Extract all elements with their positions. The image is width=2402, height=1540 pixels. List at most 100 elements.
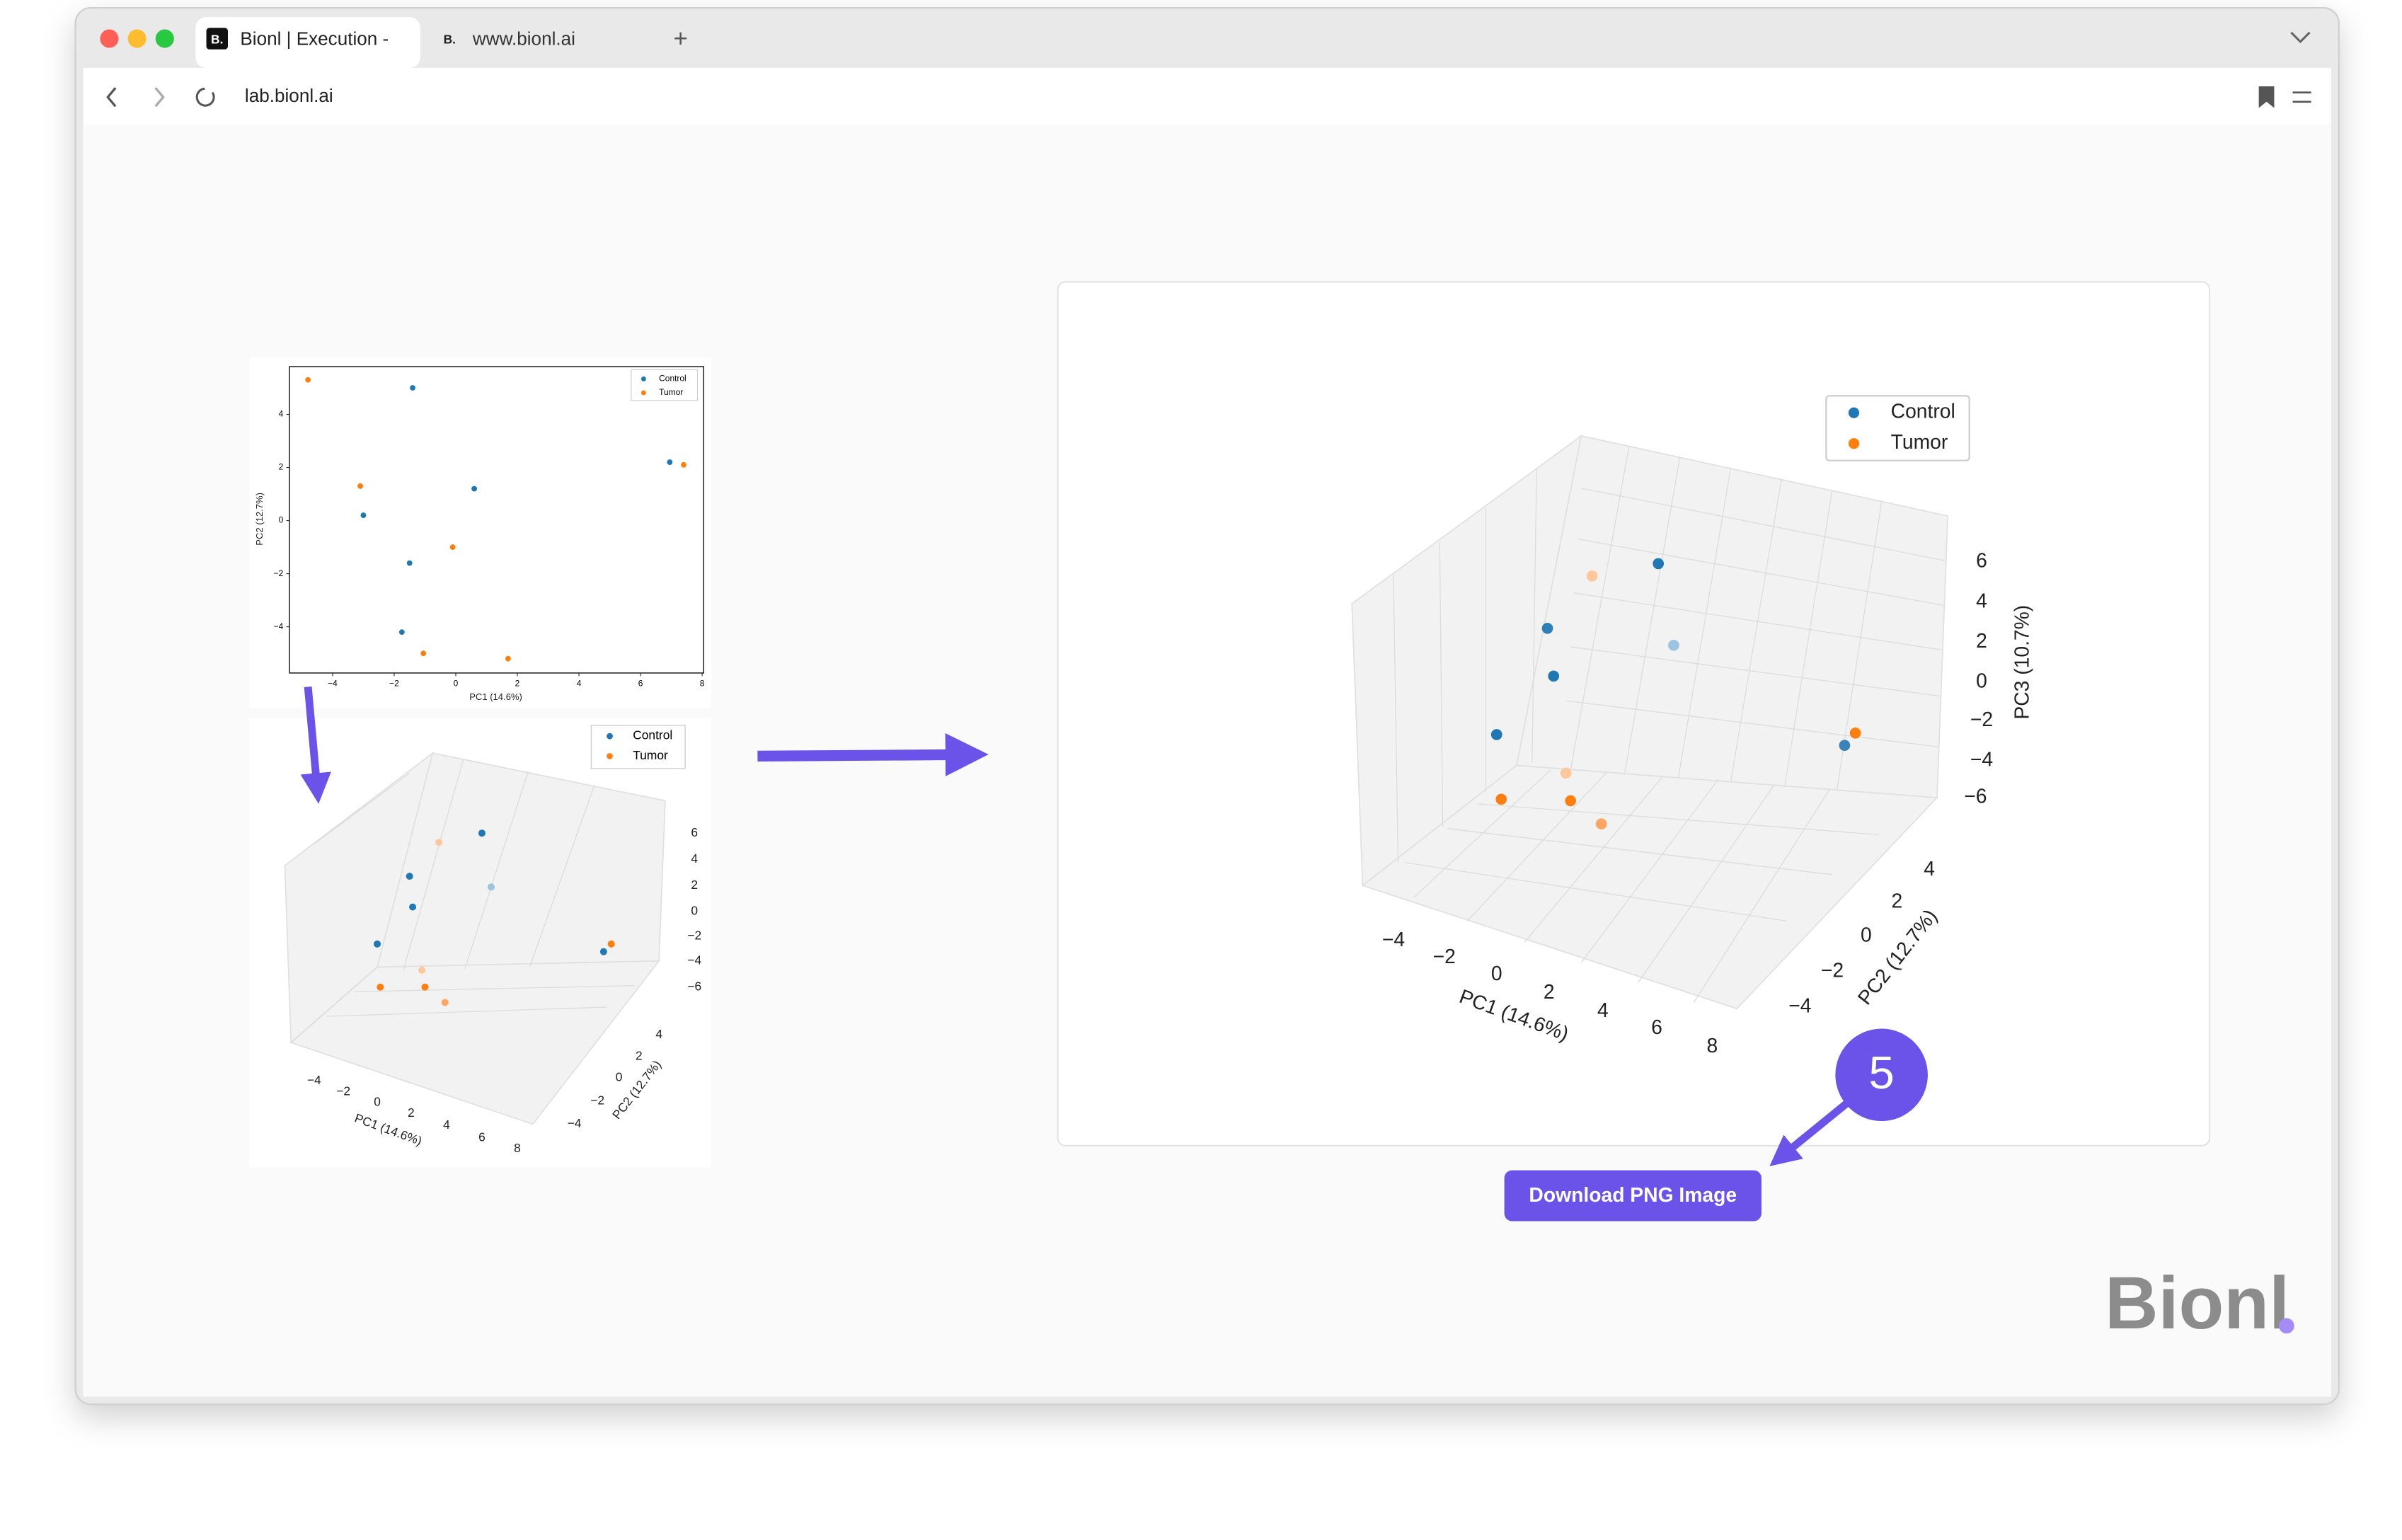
data-point bbox=[421, 983, 429, 991]
back-button[interactable] bbox=[106, 87, 117, 108]
data-point bbox=[471, 485, 478, 492]
ztick-label: −2 bbox=[1970, 708, 1993, 730]
data-point bbox=[374, 940, 381, 948]
plot-area: −4 −2 0 2 4 6 8 −4 −2 0 2 4 bbox=[274, 377, 705, 688]
pca-2d-thumbnail: −4 −2 0 2 4 6 8 −4 −2 0 2 4 PC1 (14.6%) PC2 (12.7%)… bbox=[249, 357, 712, 708]
reload-button[interactable] bbox=[195, 87, 215, 107]
xtick-label: −4 bbox=[307, 1073, 321, 1087]
data-point bbox=[357, 483, 364, 489]
address-bar[interactable]: lab.bionl.ai bbox=[245, 85, 333, 106]
data-point bbox=[607, 940, 615, 948]
ztick-label: 2 bbox=[1976, 629, 1987, 652]
data-point bbox=[406, 560, 413, 566]
y-axis-label: PC2 (12.7%) bbox=[254, 493, 265, 546]
legend-label: Tumor bbox=[1891, 430, 1948, 453]
data-point bbox=[410, 385, 415, 391]
legend-marker bbox=[607, 753, 613, 759]
tab-menu[interactable] bbox=[2290, 31, 2311, 44]
ytick-label: 2 bbox=[1892, 890, 1903, 912]
y-tick-label: 0 bbox=[279, 515, 284, 525]
settings-icon[interactable] bbox=[2292, 91, 2311, 103]
xtick-label: 4 bbox=[1597, 999, 1609, 1021]
new-tab-button[interactable]: + bbox=[673, 25, 687, 52]
tab-title: www.bionl.ai bbox=[472, 28, 575, 50]
legend-label: Tumor bbox=[659, 387, 683, 397]
data-point bbox=[1586, 570, 1598, 582]
x-tick-label: 0 bbox=[454, 678, 459, 688]
arrow-down bbox=[300, 686, 331, 804]
data-point bbox=[441, 999, 449, 1006]
data-point bbox=[599, 948, 607, 955]
data-points bbox=[374, 829, 615, 1006]
download-button[interactable]: Download PNG Image bbox=[1504, 1170, 1762, 1222]
ztick-label: −2 bbox=[687, 929, 701, 943]
x-tick-label: −2 bbox=[389, 678, 399, 688]
minimize-button[interactable] bbox=[127, 29, 146, 48]
x-tick-label: 6 bbox=[638, 678, 643, 688]
xtick-label: 2 bbox=[408, 1105, 415, 1120]
ztick-label: 6 bbox=[691, 825, 698, 839]
step-badge bbox=[1835, 1028, 1928, 1122]
ytick-label: 0 bbox=[1861, 923, 1872, 946]
legend-marker bbox=[607, 732, 613, 740]
pca-3d-thumbnail: Control Tumor −4−202468−4−20246420−2−4−6… bbox=[249, 718, 712, 1168]
z-axis-label: PC3 (10.7%) bbox=[2010, 605, 2033, 720]
data-point bbox=[667, 459, 673, 465]
ztick-label: 4 bbox=[691, 851, 698, 866]
ytick-label: 0 bbox=[616, 1070, 623, 1084]
data-points bbox=[1490, 558, 1861, 829]
data-point bbox=[420, 650, 427, 657]
xtick-label: 0 bbox=[1491, 962, 1502, 984]
legend-label: Control bbox=[659, 374, 686, 384]
data-point bbox=[435, 839, 443, 846]
ztick-label: 2 bbox=[691, 878, 698, 892]
data-point bbox=[1595, 818, 1607, 829]
data-point bbox=[449, 544, 456, 551]
forward-button[interactable] bbox=[154, 87, 165, 108]
ztick-label: 0 bbox=[1976, 669, 1987, 691]
ytick-label: −2 bbox=[590, 1093, 604, 1107]
arrow-to-button bbox=[1769, 1099, 1851, 1166]
active-tab[interactable]: B. Bionl | Execution - bbox=[195, 17, 420, 68]
xtick-label: −4 bbox=[1382, 928, 1405, 950]
logo: Bionl bbox=[2105, 1262, 2289, 1345]
legend-marker bbox=[1848, 407, 1860, 418]
close-button[interactable] bbox=[100, 29, 119, 48]
y-tick-label: 4 bbox=[279, 409, 284, 419]
step-number: 5 bbox=[1868, 1047, 1894, 1098]
legend-marker bbox=[1848, 438, 1860, 449]
pca-3d-plot: Control Tumor −4−202468−4−20246420−2−4−6… bbox=[1057, 281, 2211, 1147]
thumbnail-bg bbox=[249, 357, 712, 708]
data-point bbox=[305, 377, 311, 383]
data-point bbox=[409, 903, 417, 911]
xtick-label: 2 bbox=[1544, 980, 1555, 1003]
data-point bbox=[360, 512, 367, 518]
x-tick-label: 4 bbox=[577, 678, 582, 688]
legend bbox=[590, 725, 686, 769]
maximize-button[interactable] bbox=[155, 29, 174, 48]
ytick-label: 2 bbox=[636, 1048, 643, 1062]
legend bbox=[1825, 395, 1970, 461]
data-point bbox=[478, 829, 485, 837]
xtick-label: 0 bbox=[374, 1095, 381, 1109]
tab-background bbox=[195, 17, 420, 68]
data-point bbox=[681, 461, 686, 468]
data-point bbox=[1560, 767, 1572, 779]
favicon-text: B. bbox=[444, 32, 456, 46]
legend-label: Control bbox=[1891, 400, 1955, 423]
data-point bbox=[1849, 727, 1861, 739]
axes-frame bbox=[289, 366, 705, 674]
bookmark-icon[interactable] bbox=[2258, 86, 2275, 108]
ztick-label: 4 bbox=[1976, 589, 1987, 611]
data-point bbox=[505, 655, 511, 662]
ytick-label: −2 bbox=[1821, 958, 1844, 981]
data-point bbox=[488, 883, 495, 891]
legend-label: Tumor bbox=[633, 748, 668, 762]
data-point bbox=[1565, 795, 1576, 807]
button-label: Download PNG Image bbox=[1529, 1183, 1737, 1206]
pane-floor bbox=[1361, 764, 1938, 1010]
tab[interactable]: B. www.bionl.ai bbox=[444, 28, 575, 50]
